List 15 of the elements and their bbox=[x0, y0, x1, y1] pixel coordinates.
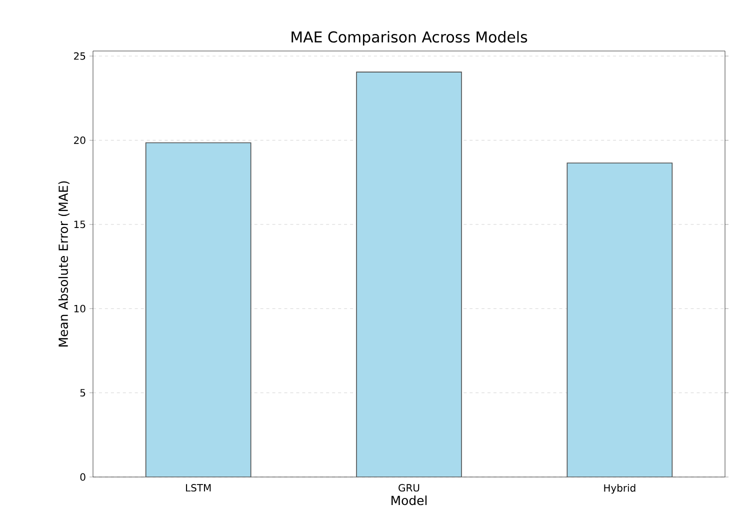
x-tick-label: Hybrid bbox=[604, 484, 636, 494]
bar bbox=[145, 142, 252, 477]
y-tick-label: 0 bbox=[80, 473, 86, 481]
y-tick-label: 5 bbox=[80, 389, 86, 397]
chart-title: MAE Comparison Across Models bbox=[292, 31, 528, 46]
x-tick-label: GRU bbox=[398, 484, 420, 492]
y-tick-label: 15 bbox=[74, 220, 86, 228]
x-axis-title: Model bbox=[392, 495, 427, 506]
bar bbox=[566, 162, 673, 477]
y-tick-label: 10 bbox=[74, 304, 86, 312]
y-axis-title: Mean Absolute Error (MAE) bbox=[58, 181, 70, 346]
bar bbox=[356, 72, 462, 477]
x-tick-label: LSTM bbox=[186, 484, 211, 492]
y-tick-label: 20 bbox=[74, 136, 86, 144]
y-tick-label: 25 bbox=[74, 52, 86, 60]
